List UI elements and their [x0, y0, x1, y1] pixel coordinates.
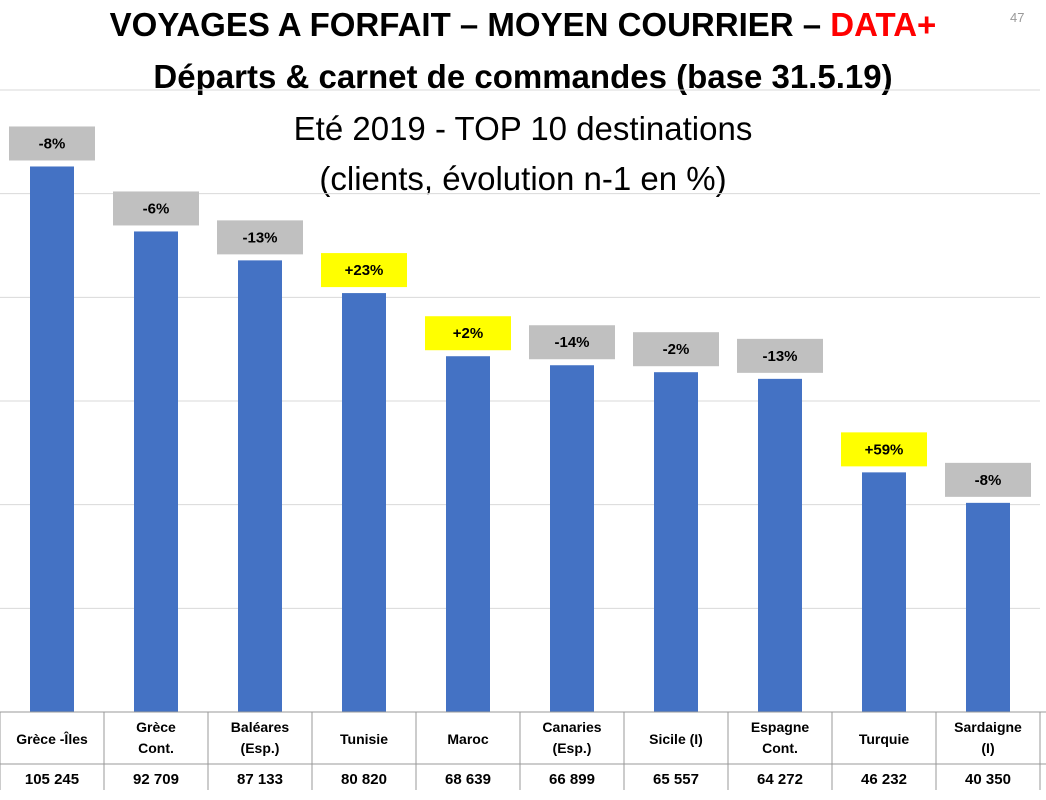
value-label: 92 709 [133, 771, 179, 788]
x-tick-label: Canaries [542, 719, 601, 735]
value-label: 87 133 [237, 771, 283, 788]
value-label: 66 899 [549, 771, 595, 788]
bar [342, 293, 386, 712]
evolution-label: -14% [554, 334, 589, 351]
x-tick-label: Tunisie [340, 731, 388, 747]
title-accent: DATA+ [830, 6, 937, 43]
value-label: 68 639 [445, 771, 491, 788]
x-tick-label: (I) [981, 740, 994, 756]
x-tick-label: (Esp.) [553, 740, 592, 756]
chart-subtitle-units: (clients, évolution n-1 en %) [319, 160, 727, 197]
value-label: 46 232 [861, 771, 907, 788]
chart-title-line1: VOYAGES A FORFAIT – MOYEN COURRIER – DAT… [0, 6, 1046, 44]
evolution-label: +23% [345, 262, 384, 279]
chart-subtitle: Eté 2019 - TOP 10 destinations [293, 110, 753, 147]
bar [550, 365, 594, 712]
evolution-badge [425, 316, 511, 351]
x-tick-label: Grèce [136, 719, 176, 735]
evolution-badge [945, 462, 1031, 497]
evolution-badge [217, 220, 303, 255]
value-label: 105 245 [25, 771, 79, 788]
bar [238, 260, 282, 712]
evolution-label: -8% [39, 135, 66, 152]
value-label: 80 820 [341, 771, 387, 788]
evolution-label: -8% [975, 472, 1002, 489]
bar [30, 166, 74, 712]
bar [654, 372, 698, 712]
bar [862, 472, 906, 712]
x-tick-label: Grèce -Îles [16, 730, 88, 747]
x-tick-label: Cont. [138, 740, 174, 756]
evolution-label: -13% [762, 348, 797, 365]
evolution-label: -13% [242, 229, 277, 246]
x-tick-label: Baléares [231, 719, 290, 735]
evolution-badge [841, 432, 927, 467]
evolution-label: -2% [663, 341, 690, 358]
evolution-label: +2% [453, 325, 483, 342]
evolution-label: +59% [865, 441, 904, 458]
x-tick-label: (Esp.) [241, 740, 280, 756]
evolution-badge [113, 191, 199, 226]
x-tick-label: Cont. [762, 740, 798, 756]
bar [446, 356, 490, 712]
bar [758, 378, 802, 712]
evolution-badge [529, 325, 615, 360]
evolution-badge [321, 253, 407, 288]
evolution-label: -6% [143, 200, 170, 217]
value-label: 64 272 [757, 771, 803, 788]
value-label: 40 350 [965, 771, 1011, 788]
bar [134, 231, 178, 712]
x-tick-label: Maroc [447, 731, 488, 747]
x-tick-label: Sicile (I) [649, 731, 703, 747]
value-label: 65 557 [653, 771, 699, 788]
evolution-badge [737, 338, 823, 373]
x-tick-label: Turquie [859, 731, 910, 747]
evolution-badge [9, 126, 95, 161]
page-number: 47 [1010, 10, 1025, 25]
evolution-badge [633, 332, 719, 367]
x-tick-label: Espagne [751, 719, 810, 735]
bar [966, 502, 1010, 712]
title-prefix: VOYAGES A FORFAIT – MOYEN COURRIER – [109, 6, 831, 43]
chart-title-line2: Départs & carnet de commandes (base 31.5… [153, 58, 893, 95]
x-tick-label: Sardaigne [954, 719, 1022, 735]
